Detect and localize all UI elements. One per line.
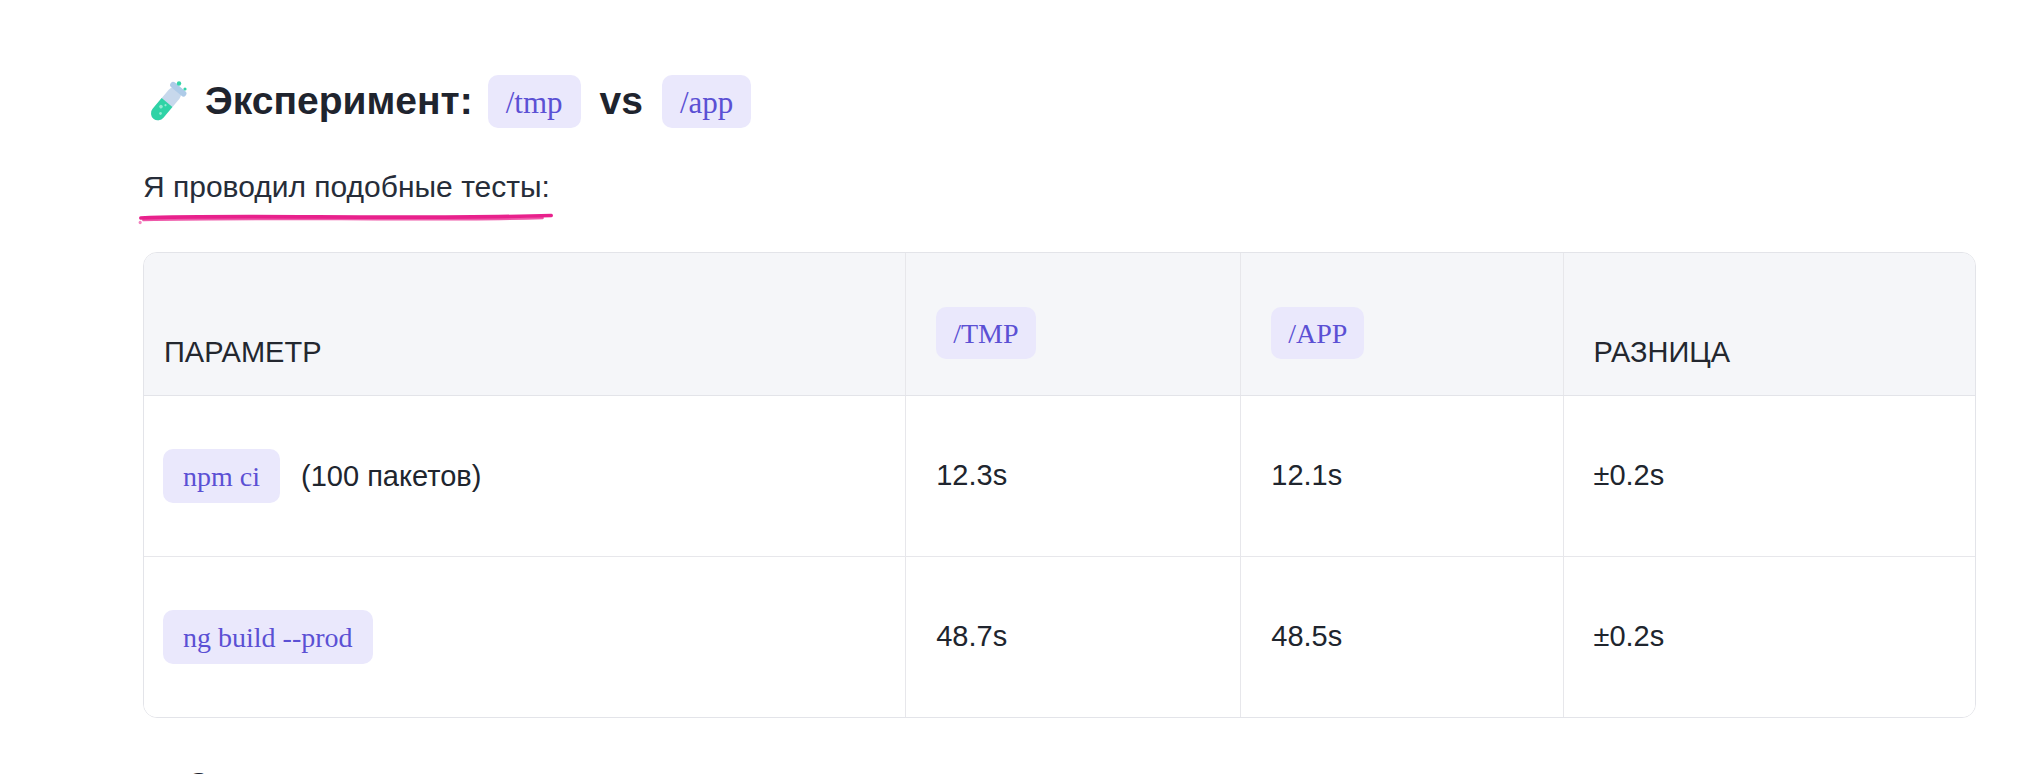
column-header-parameter: ПАРАМЕТР — [144, 253, 906, 395]
pink-underline-decoration — [138, 210, 555, 224]
intro-text: Я проводил подобные тесты: — [143, 170, 550, 203]
parameter-cell-npm-ci: npm ci (100 пакетов) — [144, 395, 906, 556]
header-row: ПАРАМЕТР /TMP /APP РАЗНИЦА — [144, 253, 1975, 395]
tmp-header-badge: /TMP — [936, 307, 1035, 359]
app-value-cell: 12.1s — [1241, 395, 1563, 556]
table-header: ПАРАМЕТР /TMP /APP РАЗНИЦА — [144, 253, 1975, 395]
ng-build-code-badge: ng build --prod — [163, 610, 373, 664]
tmp-value-cell: 12.3s — [906, 395, 1241, 556]
experiment-heading: Эксперимент: /tmp vs /app — [143, 75, 2039, 128]
comparison-table: ПАРАМЕТР /TMP /APP РАЗНИЦА npm c — [144, 253, 1975, 717]
difference-value-cell: ±0.2s — [1563, 395, 1975, 556]
npm-ci-code-badge: npm ci — [163, 449, 280, 503]
content-page: Эксперимент: /tmp vs /app Я проводил под… — [0, 0, 2039, 774]
intro-paragraph: Я проводил подобные тесты: — [143, 167, 2039, 206]
column-header-parameter-label: ПАРАМЕТР — [164, 336, 322, 368]
difference-value-cell: ±0.2s — [1563, 556, 1975, 717]
right-arrow-icon: → — [143, 770, 170, 774]
column-header-difference: РАЗНИЦА — [1563, 253, 1975, 395]
test-tube-icon — [143, 78, 190, 125]
app-header-badge: /APP — [1271, 307, 1364, 359]
column-header-tmp: /TMP — [906, 253, 1241, 395]
table-row: npm ci (100 пакетов) 12.3s 12.1s ±0.2s — [144, 395, 1975, 556]
code-badge-app: /app — [662, 75, 751, 128]
parameter-cell-ng-build: ng build --prod — [144, 556, 906, 717]
heading-title: Эксперимент: — [205, 78, 473, 125]
conclusion-text: Статистически незначимо. — [187, 766, 583, 774]
underlined-text: Я проводил подобные тесты: — [143, 167, 550, 206]
vs-label: vs — [600, 78, 643, 125]
app-value-cell: 48.5s — [1241, 556, 1563, 717]
tmp-value-cell: 48.7s — [906, 556, 1241, 717]
code-badge-tmp: /tmp — [488, 75, 581, 128]
parameter-suffix: (100 пакетов) — [301, 460, 481, 492]
conclusion-line: → Статистически незначимо. — [143, 766, 2039, 774]
column-header-app: /APP — [1241, 253, 1563, 395]
column-header-difference-label: РАЗНИЦА — [1594, 336, 1731, 368]
comparison-table-container: ПАРАМЕТР /TMP /APP РАЗНИЦА npm c — [143, 252, 1976, 718]
table-row: ng build --prod 48.7s 48.5s ±0.2s — [144, 556, 1975, 717]
table-body: npm ci (100 пакетов) 12.3s 12.1s ±0.2s n… — [144, 395, 1975, 717]
